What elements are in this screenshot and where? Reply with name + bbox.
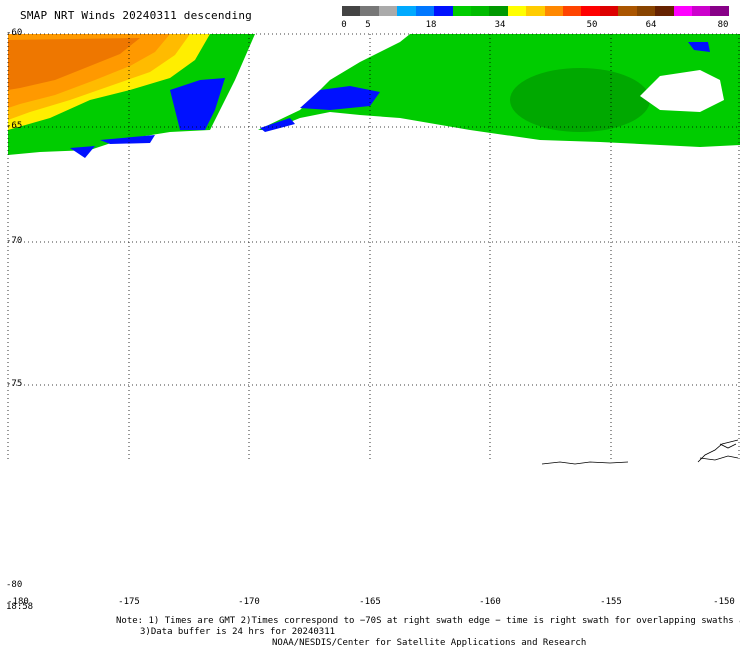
note-line-2: 3)Data buffer is 24 hrs for 20240311 [140, 627, 336, 637]
lat-label-80: -80 [6, 580, 23, 590]
colorbar-segment [563, 6, 582, 16]
colorbar-segment [655, 6, 674, 16]
colorbar-segment [489, 6, 508, 16]
colorbar-segment [581, 6, 600, 16]
colorbar-label-34: 34 [494, 20, 506, 30]
colorbar-label-64: 64 [645, 20, 657, 30]
colorbar-segment [378, 6, 398, 16]
wind-swath-left [8, 34, 255, 158]
lon-label-170: -170 [238, 597, 260, 607]
colorbar-segment [636, 6, 656, 16]
lon-label-150: -150 [713, 597, 735, 607]
wind-swath-right [258, 34, 740, 147]
colorbar-segment [599, 6, 619, 16]
colorbar-label-50: 50 [586, 20, 598, 30]
wind-speed-colorbar [342, 6, 729, 16]
lat-label-75: -75 [6, 379, 23, 389]
lon-label-165: -165 [359, 597, 381, 607]
grid-lines [7, 33, 740, 462]
colorbar-label-18: 18 [425, 20, 437, 30]
note-line-1: Note: 1) Times are GMT 2)Times correspon… [116, 616, 740, 626]
lon-label-180: -180 [7, 597, 29, 607]
colorbar-label-0: 0 [341, 20, 347, 30]
colorbar-segment [544, 6, 564, 16]
colorbar-segment [452, 6, 471, 16]
colorbar-label-5: 5 [365, 20, 371, 30]
colorbar-segment [342, 6, 361, 16]
coastline [541, 439, 739, 465]
colorbar-segment [397, 6, 416, 16]
colorbar-segment [710, 6, 729, 16]
lat-label-65: -65 [6, 121, 23, 131]
colorbar-segment [415, 6, 435, 16]
note-line-3: NOAA/NESDIS/Center for Satellite Applica… [272, 638, 587, 648]
colorbar-segment [526, 6, 545, 16]
colorbar-segment [434, 6, 453, 16]
lat-label-70: -70 [6, 236, 23, 246]
colorbar-segment [507, 6, 527, 16]
lon-label-155: -155 [600, 597, 622, 607]
swath-time-label: 18:58 [6, 602, 34, 612]
colorbar-segment [692, 6, 711, 16]
colorbar-segment [470, 6, 490, 16]
colorbar-segment [618, 6, 637, 16]
map-title: SMAP NRT Winds 20240311 descending [20, 9, 252, 22]
colorbar-segment [360, 6, 379, 16]
colorbar-label-80: 80 [717, 20, 729, 30]
colorbar-segment [673, 6, 693, 16]
lat-label-60: -60 [6, 28, 23, 38]
lon-label-160: -160 [479, 597, 501, 607]
lon-label-175: -175 [118, 597, 140, 607]
